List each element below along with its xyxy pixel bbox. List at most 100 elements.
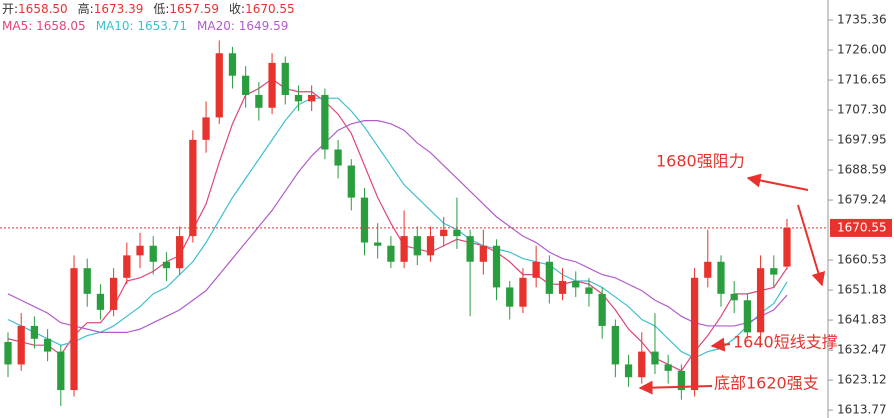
candle-body [334,149,342,166]
candle-body [294,94,303,102]
candle-body [413,236,421,256]
legend-item: MA5: 1658.05 [2,19,86,33]
candle-body [611,325,619,365]
candle-body [479,245,487,262]
candle-body [96,293,105,310]
candle-body [440,229,448,237]
annotation: 1680强阻力 [656,152,745,171]
legend-value: 1658.05 [36,19,86,33]
candle-body [281,62,289,95]
candle-body [109,277,118,310]
candle-body [624,364,633,378]
candle-body [360,197,369,243]
header-label: 高: [78,1,94,16]
separator: : [130,19,138,33]
header-item: 收:1670.55 [229,2,295,16]
candle-body [730,293,738,301]
separator: : [231,19,239,33]
y-tick-label: 1726.00 [837,43,887,57]
candle-body [387,245,395,262]
header-value: 1658.50 [18,2,68,16]
y-tick-label: 1660.53 [837,253,887,267]
header-value: 1670.55 [245,2,295,16]
candle-body [242,75,250,95]
y-tick-label: 1623.12 [837,373,887,387]
candle-body [400,236,408,262]
candle-body [638,351,646,378]
header-label: 开: [2,2,18,16]
candle-body [783,227,791,267]
candle-body [321,94,329,150]
header-label: 收: [229,2,245,16]
candle-body [202,117,210,140]
y-tick-label: 1613.77 [837,403,887,417]
y-tick-label: 1707.30 [837,103,887,117]
legend-name: MA10 [96,19,130,33]
candle-body [374,242,382,246]
candle-body [308,94,316,102]
candle-body [466,236,474,262]
arrow [746,173,809,191]
candle-body [677,370,686,391]
header-item: 开:1658.50 [2,2,68,16]
ma-line [7,120,788,333]
candle-body [651,351,659,365]
candle-body [189,139,197,237]
candle-body [770,268,778,275]
candle-body [123,255,131,278]
ma-line [7,97,788,359]
y-tick-label: 1679.24 [837,193,887,207]
header-item: 高:1673.39 [78,1,144,16]
candle-body [519,277,527,307]
header-item: 低:1657.59 [153,2,219,16]
candle-body [136,245,144,256]
candle-body [268,62,276,108]
candle-body [228,53,237,76]
candle-body [664,364,672,371]
candle-body [255,94,263,108]
candle-body [17,325,25,365]
candle-body [572,281,580,288]
candle-body [426,236,435,256]
header-value: 1657.59 [169,2,219,16]
candle-body [492,245,501,288]
y-tick-label: 1651.18 [837,283,887,297]
candle-body [149,245,157,262]
candle-body [585,287,593,294]
candle-body [756,268,765,333]
legend-item: MA10: 1653.71 [96,19,187,33]
candle-body [690,277,699,391]
candle-body [704,261,712,278]
y-tick-label: 1641.83 [837,313,887,327]
header-label: 低: [153,2,169,16]
candle-body [215,53,223,118]
legend-value: 1653.71 [137,19,187,33]
y-tick-label: 1688.59 [837,163,887,177]
price-label-bg [830,218,892,237]
y-tick-label: 1632.47 [837,343,887,357]
legend-value: 1649.59 [239,19,289,33]
candle-body [506,287,514,307]
annotation: 底部1620强支 [714,374,819,393]
candle-body [598,293,606,326]
candle-body [43,338,52,352]
y-tick-label: 1716.65 [837,73,887,87]
candle-body [70,268,78,391]
candle-body [57,351,65,391]
annotation: 1640短线支撑 [733,333,838,352]
arrow [638,380,713,395]
y-tick-label: 1697.95 [837,133,887,147]
candle-body [743,300,752,333]
separator: : [28,19,36,33]
arrow [710,337,731,352]
candle-body [30,325,39,339]
candle-body [162,261,171,269]
y-tick-label: 1735.36 [837,13,887,27]
legend-name: MA20 [197,19,231,33]
candle-body [717,261,725,294]
legend-item: MA20: 1649.59 [197,19,288,33]
candle-body [532,261,540,278]
legend-name: MA5 [2,19,28,33]
candle-body [545,261,553,294]
